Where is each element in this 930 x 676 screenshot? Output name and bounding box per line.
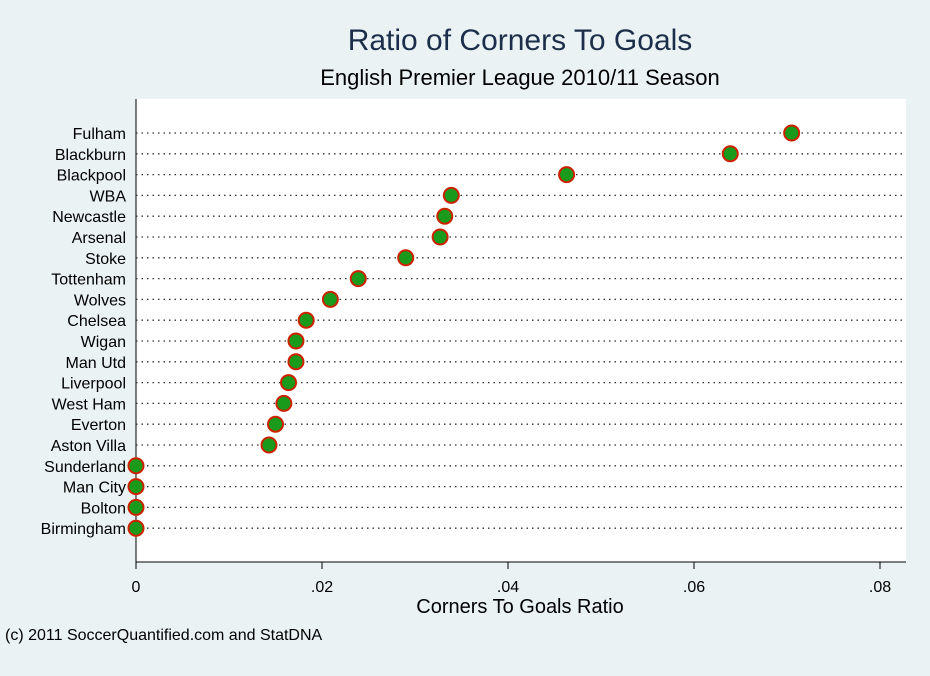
category-label: Sunderland (44, 459, 126, 476)
data-point (349, 270, 367, 288)
category-label: Bolton (81, 500, 126, 517)
category-label: Aston Villa (51, 438, 126, 455)
data-point (783, 124, 801, 142)
x-axis-ticks: 0 .02 .04 .06 .08 (132, 562, 891, 596)
data-point (442, 186, 460, 204)
data-point (275, 394, 293, 412)
category-label: WBA (90, 188, 127, 205)
category-label: Tottenham (51, 272, 126, 289)
data-point (127, 457, 145, 475)
category-label: Wolves (74, 292, 126, 309)
data-point (260, 436, 278, 454)
chart-subtitle: English Premier League 2010/11 Season (320, 65, 720, 90)
data-point (721, 145, 739, 163)
gridlines (136, 132, 906, 529)
category-label: Wigan (81, 334, 126, 351)
category-label: Chelsea (67, 313, 126, 330)
data-point (321, 290, 339, 308)
data-point (436, 207, 454, 225)
data-point (127, 478, 145, 496)
x-tick-label: .04 (497, 579, 519, 596)
chart-title: Ratio of Corners To Goals (348, 24, 693, 57)
category-label: Fulham (73, 126, 126, 143)
category-label: Birmingham (41, 521, 126, 538)
data-point (287, 353, 305, 371)
category-label: Blackburn (55, 147, 126, 164)
data-points (127, 124, 801, 537)
credit-text: (c) 2011 SoccerQuantified.com and StatDN… (5, 627, 323, 644)
category-label: Stoke (85, 251, 126, 268)
x-tick-label: .02 (311, 579, 333, 596)
data-point (127, 519, 145, 537)
data-point (267, 415, 284, 433)
data-point (397, 249, 415, 267)
data-point (297, 311, 315, 329)
x-tick-label: 0 (132, 579, 141, 596)
x-tick-label: .06 (683, 579, 705, 596)
category-label: Blackpool (57, 168, 126, 185)
data-point (431, 228, 449, 246)
data-point (558, 166, 576, 184)
data-point (287, 332, 305, 350)
plot-area (136, 99, 906, 562)
data-point (127, 498, 145, 516)
x-tick-label: .08 (869, 579, 891, 596)
category-label: Everton (71, 417, 126, 434)
category-label: Liverpool (61, 376, 126, 393)
category-label: Man Utd (66, 355, 126, 372)
category-label: West Ham (52, 396, 126, 413)
x-axis-label: Corners To Goals Ratio (416, 596, 624, 618)
category-label: Arsenal (72, 230, 126, 247)
category-label: Newcastle (52, 209, 126, 226)
data-point (280, 374, 298, 392)
category-labels: Fulham Blackburn Blackpool WBA Newcastle Arse… (41, 126, 127, 538)
category-label: Man City (63, 480, 126, 497)
